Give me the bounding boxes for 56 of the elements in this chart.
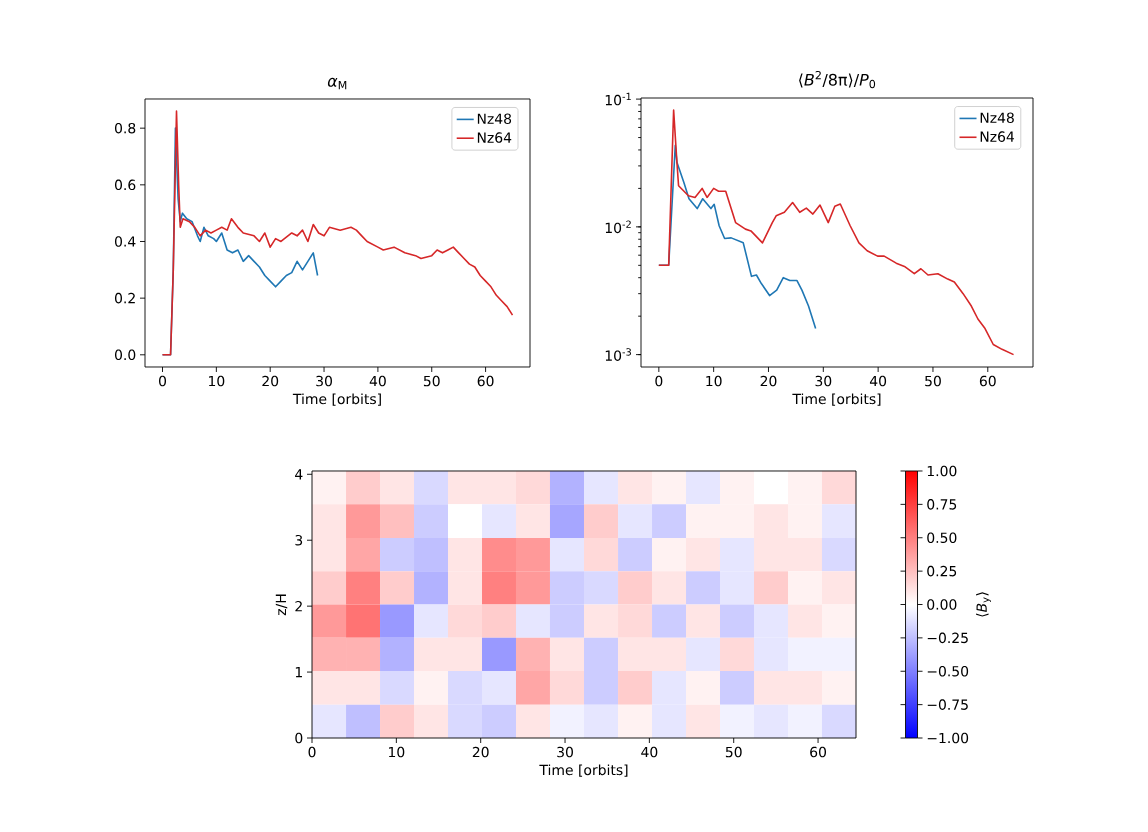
color-bar-label: −0.75	[927, 699, 968, 710]
x-tick-label: 60	[979, 375, 996, 387]
y-tick-label: 0	[295, 732, 303, 744]
legend-label: Nz64	[477, 132, 512, 143]
line-series	[161, 110, 514, 356]
y-tick-label: 2	[295, 600, 302, 612]
x-tick-label: 40	[869, 375, 887, 387]
color-bar-label: 0.00	[927, 599, 957, 610]
color-bar-label: −0.25	[927, 632, 968, 644]
y-tick-label: 0.4	[114, 236, 136, 247]
x-tick-label: 0	[158, 375, 167, 387]
line-series	[658, 109, 1015, 356]
x-axis-title: Time [orbits]	[792, 393, 881, 406]
x-tick-label: 10	[209, 375, 225, 387]
color-bar-label: 0.25	[927, 565, 957, 577]
color-bar-label: −1.00	[927, 732, 969, 744]
y-tick-label: 10$^{-2}$	[605, 220, 631, 234]
y-axis-title: z/H	[275, 594, 288, 616]
y-tick-label: 4	[295, 469, 303, 480]
x-tick-label: 30	[316, 375, 332, 387]
legend-label: Nz64	[980, 131, 1015, 142]
x-tick-label: 50	[423, 375, 440, 387]
color-bar-label: −0.50	[927, 665, 969, 677]
chart-title: α$_{M}$	[327, 77, 347, 90]
color-bar-label: 0.50	[927, 532, 957, 544]
y-tick-label: 0.0	[114, 349, 136, 361]
chart-title: ⟨B$^{2}$/8π⟩/P$_{0}$	[799, 70, 876, 89]
x-tick-label: 20	[262, 375, 279, 387]
x-tick-label: 30	[557, 746, 573, 758]
y-tick-label: 10$^{-1}$	[605, 92, 631, 106]
legend-label: Nz48	[477, 113, 512, 125]
y-tick-label: 1	[295, 666, 302, 678]
x-tick-label: 40	[641, 746, 658, 758]
x-tick-label: 60	[810, 746, 827, 758]
x-tick-label: 0	[655, 375, 663, 387]
color-bar-title: ⟨B$_{y}$⟩	[976, 592, 991, 617]
y-tick-label: 0.8	[114, 122, 136, 134]
x-tick-label: 50	[725, 746, 742, 758]
x-tick-label: 20	[760, 375, 777, 387]
color-bar-label: 0.75	[927, 499, 957, 510]
x-tick-label: 50	[925, 375, 941, 387]
x-axis-title: Time [orbits]	[539, 764, 628, 777]
x-tick-label: 30	[815, 375, 832, 387]
x-tick-label: 40	[369, 375, 386, 387]
x-tick-label: 10	[706, 375, 722, 387]
y-tick-label: 10$^{-3}$	[605, 348, 631, 361]
legend-label: Nz48	[980, 112, 1014, 124]
y-tick-label: 0.2	[114, 292, 135, 304]
x-axis-title: Time [orbits]	[292, 393, 381, 406]
x-tick-label: 20	[472, 746, 489, 758]
x-tick-label: 0	[308, 746, 316, 758]
y-tick-label: 3	[295, 534, 303, 546]
color-bar-label: 1.00	[927, 465, 957, 477]
x-tick-label: 10	[389, 746, 405, 758]
x-tick-label: 60	[477, 375, 494, 387]
y-tick-label: 0.6	[114, 179, 136, 191]
